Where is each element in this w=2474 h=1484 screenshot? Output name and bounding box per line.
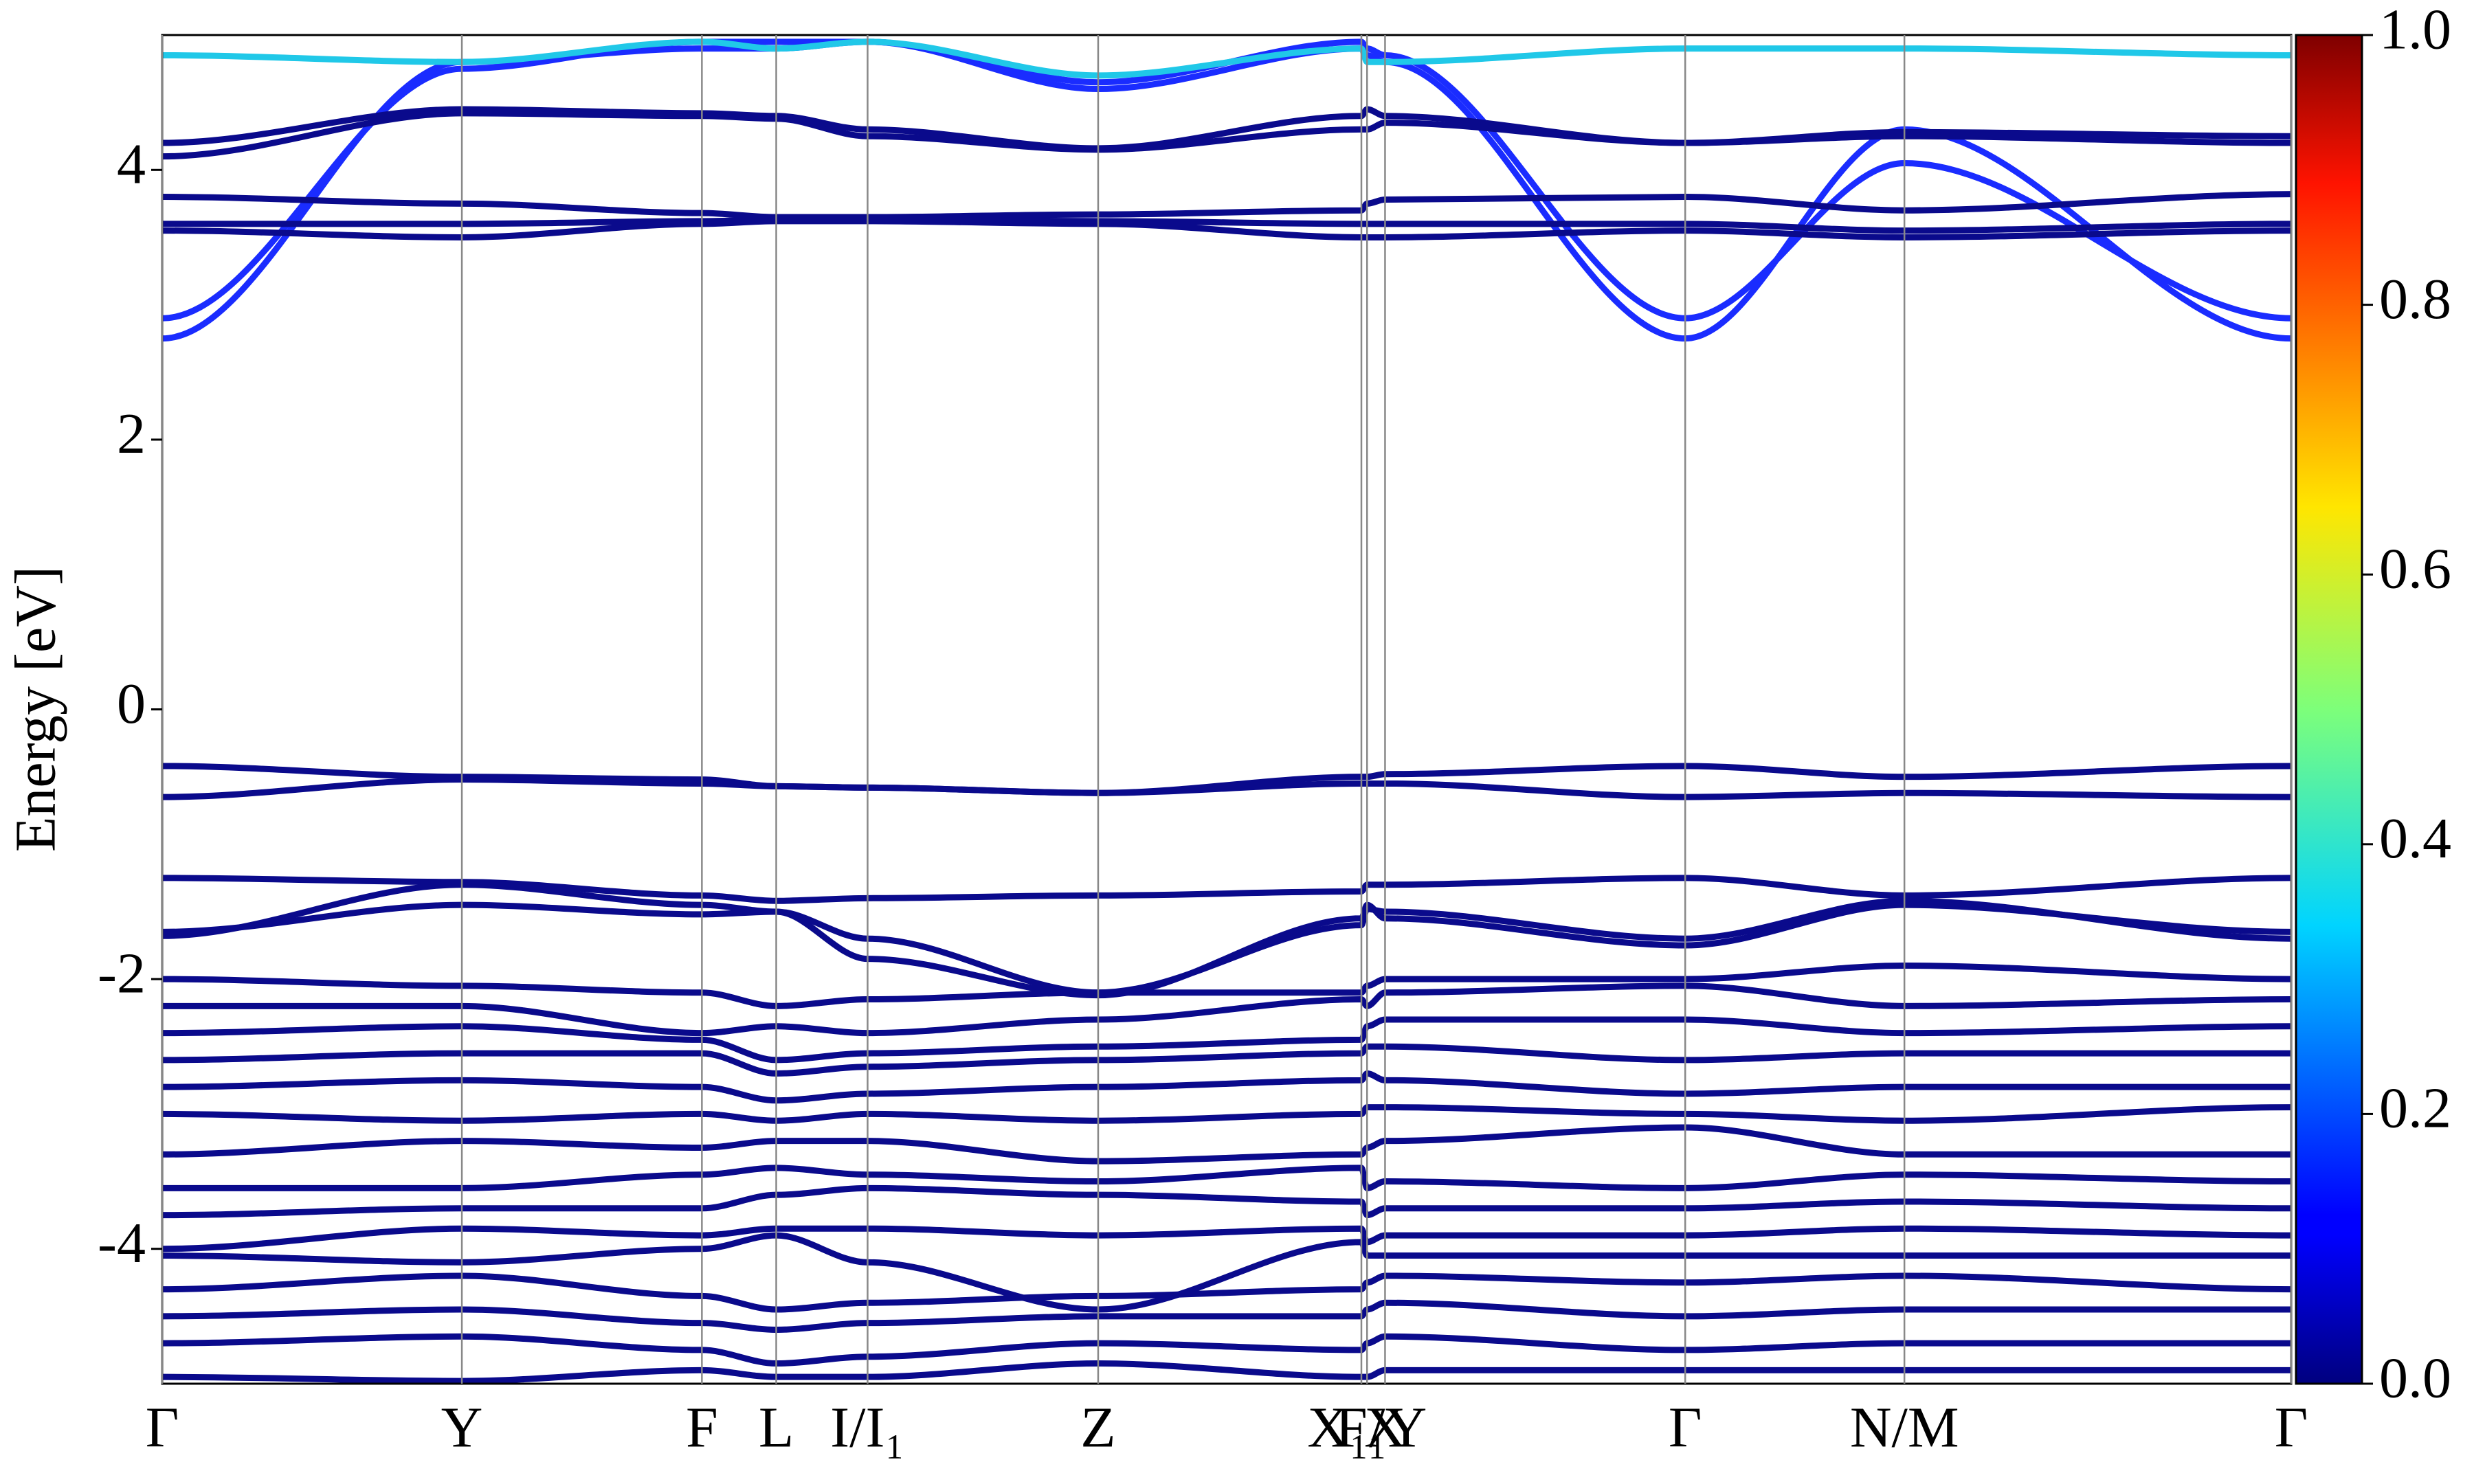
band xyxy=(162,218,2291,240)
x-tick-label: X xyxy=(1364,1395,1406,1459)
x-tick-label: Γ xyxy=(1669,1395,1702,1459)
bands xyxy=(162,38,2291,1384)
band xyxy=(162,1272,2291,1313)
x-tick-label: Γ xyxy=(2275,1395,2308,1459)
band xyxy=(162,962,2291,1009)
x-tick-label: X₁/Y xyxy=(1307,1395,1427,1459)
band xyxy=(162,1225,2291,1252)
y-tick-label: 2 xyxy=(117,402,146,466)
band xyxy=(162,1124,2291,1165)
band xyxy=(162,1184,2291,1219)
band xyxy=(162,1232,2291,1313)
y-tick-label: 0 xyxy=(117,672,146,736)
band xyxy=(162,1104,2291,1124)
x-tick-label: Y xyxy=(441,1395,483,1459)
x-tick-label: I/I₁ xyxy=(830,1395,905,1459)
band xyxy=(162,1360,2291,1384)
band xyxy=(162,38,2291,79)
band xyxy=(162,897,2291,996)
band xyxy=(162,106,2291,152)
band xyxy=(162,38,2291,322)
band xyxy=(162,776,2291,800)
band xyxy=(162,1333,2291,1367)
band xyxy=(162,1070,2291,1104)
y-tick-label: 4 xyxy=(117,133,146,196)
colorbar-tick-label: 0.4 xyxy=(2379,807,2451,870)
colorbar-tick-label: 0.6 xyxy=(2379,537,2451,600)
band xyxy=(162,1165,2291,1191)
x-tick-label: L xyxy=(759,1395,794,1459)
x-tick-label: N/M xyxy=(1850,1395,1959,1459)
band xyxy=(162,982,2291,1037)
band xyxy=(162,1299,2291,1333)
colorbar xyxy=(2295,34,2363,1385)
colorbar-tick-label: 1.0 xyxy=(2379,0,2451,61)
colorbar-tick-label: 0.8 xyxy=(2379,267,2451,331)
y-axis-label: Energy [eV] xyxy=(3,566,67,852)
x-tick-label: F xyxy=(686,1395,718,1459)
colorbar-tick-label: 0.2 xyxy=(2379,1077,2451,1140)
y-tick-label: -4 xyxy=(98,1211,146,1275)
y-tick-label: -2 xyxy=(98,941,146,1005)
band xyxy=(162,1043,2291,1077)
band xyxy=(162,881,2291,999)
x-tick-label: Γ xyxy=(146,1395,179,1459)
band xyxy=(162,875,2291,904)
band xyxy=(162,1016,2291,1064)
colorbar-tick-label: 0.0 xyxy=(2379,1346,2451,1410)
x-tick-label: F₁ xyxy=(1335,1395,1388,1459)
band xyxy=(162,216,2291,234)
x-tick-label: Z xyxy=(1080,1395,1115,1459)
band xyxy=(162,191,2291,221)
band xyxy=(162,38,2291,342)
